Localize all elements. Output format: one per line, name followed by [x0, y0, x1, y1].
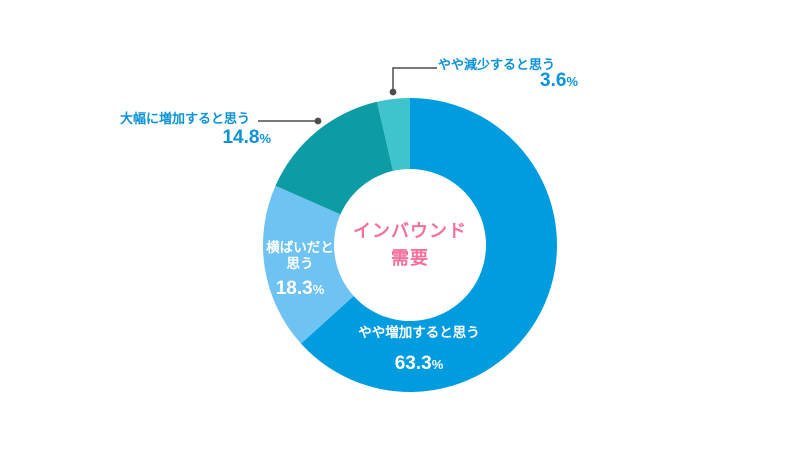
label-flat: 横ばいだと思う [266, 240, 334, 271]
donut-segment-3 [377, 98, 410, 171]
donut-segment-2 [275, 101, 393, 215]
percent-sign: % [312, 282, 325, 297]
label-slight-increase: やや増加すると思う [358, 325, 480, 340]
leader-line-slight-decrease [392, 67, 437, 92]
leader-dot-slight-decrease [389, 88, 397, 96]
percent-sign: % [566, 74, 578, 89]
label-slight-increase-group: やや増加すると思う 63.3% [339, 325, 499, 375]
value-large-increase-number: 14.8 [222, 127, 260, 148]
value-flat: 18.3% [250, 278, 350, 300]
donut-center-title: インバウンド 需要 [330, 218, 490, 272]
percent-sign: % [259, 131, 271, 146]
value-slight-decrease-number: 3.6 [540, 70, 567, 91]
donut-segment-1 [263, 185, 354, 344]
percent-sign: % [431, 357, 444, 372]
center-title-line-2: 需要 [391, 248, 429, 268]
value-flat-number: 18.3 [275, 278, 313, 299]
leader-dot-large-increase [314, 117, 322, 125]
value-slight-decrease: 3.6% [438, 70, 578, 92]
center-title-line-1: インバウンド [353, 221, 467, 241]
value-slight-increase: 63.3% [339, 353, 499, 375]
value-large-increase: 14.8% [131, 127, 271, 149]
value-slight-increase-number: 63.3 [394, 353, 432, 374]
label-slight-decrease: やや減少すると思う [438, 57, 556, 72]
label-flat-group: 横ばいだと思う 18.3% [250, 240, 350, 300]
donut-segment-0 [300, 98, 558, 393]
label-large-increase: 大幅に増加すると思う [119, 111, 250, 126]
